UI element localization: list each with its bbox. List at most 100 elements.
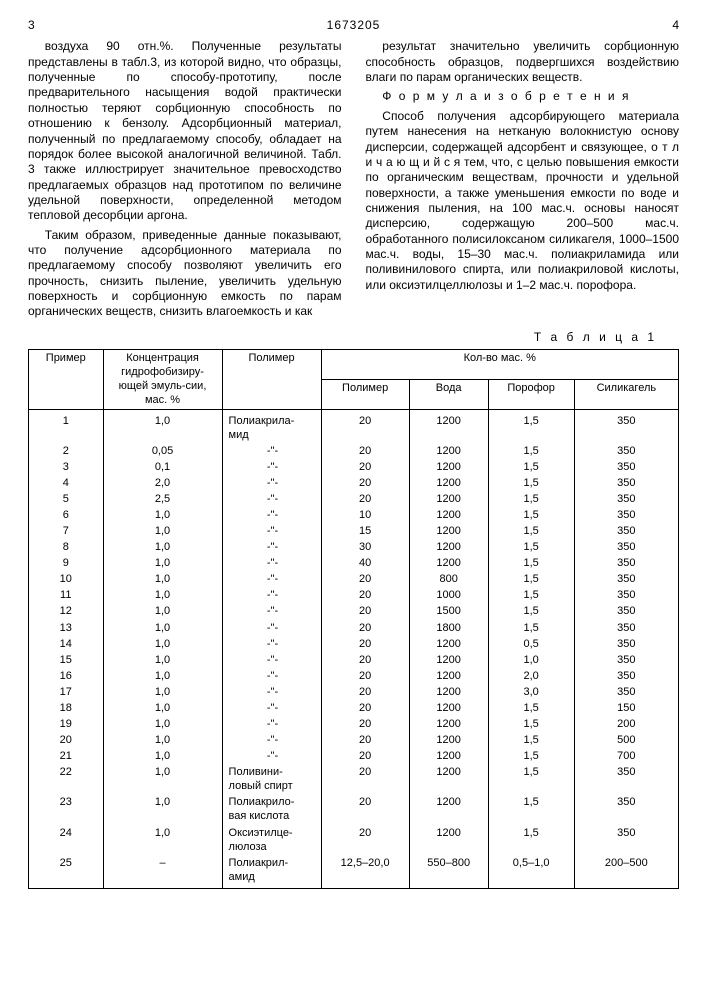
formula-title: Ф о р м у л а и з о б р е т е н и я [366,89,680,104]
cell-w: 1200 [409,732,488,748]
cell-pf: 2,0 [488,668,574,684]
cell-c: 1,0 [103,825,222,855]
cell-w: 1000 [409,587,488,603]
cell-w: 1200 [409,475,488,491]
cell-p: 20 [321,684,409,700]
cell-pf: 1,5 [488,764,574,794]
cell-s: 350 [574,684,678,700]
cell-n: 25 [29,855,104,889]
cell-pf: 1,5 [488,409,574,443]
table-row: 221,0Поливини-ловый спирт2012001,5350 [29,764,679,794]
cell-pf: 1,5 [488,587,574,603]
cell-s: 350 [574,555,678,571]
cell-w: 1200 [409,684,488,700]
table-row: 211,0-"-2012001,5700 [29,748,679,764]
cell-pf: 1,5 [488,716,574,732]
table-row: 241,0Оксиэтилце-люлоза2012001,5350 [29,825,679,855]
cell-p: 20 [321,716,409,732]
paragraph-1: воздуха 90 отн.%. Полученные результаты … [28,39,342,223]
cell-c: 1,0 [103,620,222,636]
cell-p: 20 [321,475,409,491]
cell-c: – [103,855,222,889]
table-row: 20,05-"-2012001,5350 [29,443,679,459]
cell-s: 350 [574,587,678,603]
table-row: 71,0-"-1512001,5350 [29,523,679,539]
cell-pf: 1,5 [488,475,574,491]
cell-s: 350 [574,603,678,619]
cell-p: 20 [321,794,409,824]
cell-w: 1200 [409,700,488,716]
cell-s: 350 [574,620,678,636]
cell-p: 20 [321,587,409,603]
table-row: 61,0-"-1012001,5350 [29,507,679,523]
table-row: 151,0-"-2012001,0350 [29,652,679,668]
cell-w: 1200 [409,507,488,523]
cell-c: 1,0 [103,539,222,555]
cell-n: 19 [29,716,104,732]
th-sub-silicagel: Силикагель [574,379,678,409]
table-row: 25–Полиакрил-амид12,5–20,0550–8000,5–1,0… [29,855,679,889]
cell-w: 1800 [409,620,488,636]
cell-w: 1200 [409,668,488,684]
cell-pf: 1,0 [488,652,574,668]
cell-polymer: -"- [222,523,321,539]
cell-s: 350 [574,507,678,523]
table-row: 11,0Полиакрила-мид2012001,5350 [29,409,679,443]
cell-n: 13 [29,620,104,636]
cell-c: 1,0 [103,764,222,794]
cell-polymer: -"- [222,603,321,619]
cell-polymer: -"- [222,443,321,459]
cell-w: 1200 [409,794,488,824]
table-row: 161,0-"-2012002,0350 [29,668,679,684]
cell-p: 20 [321,571,409,587]
cell-n: 21 [29,748,104,764]
cell-p: 20 [321,748,409,764]
cell-p: 20 [321,603,409,619]
cell-s: 500 [574,732,678,748]
cell-n: 2 [29,443,104,459]
cell-s: 150 [574,700,678,716]
cell-c: 2,5 [103,491,222,507]
cell-c: 2,0 [103,475,222,491]
cell-w: 1200 [409,825,488,855]
paragraph-3: результат значительно увеличить сорбцион… [366,39,680,85]
table-row: 52,5-"-2012001,5350 [29,491,679,507]
cell-w: 1200 [409,636,488,652]
table-row: 30,1-"-2012001,5350 [29,459,679,475]
cell-pf: 1,5 [488,794,574,824]
cell-pf: 1,5 [488,507,574,523]
page-header: 3 1673205 4 [28,18,679,33]
table-row: 171,0-"-2012003,0350 [29,684,679,700]
cell-w: 1200 [409,491,488,507]
cell-pf: 0,5 [488,636,574,652]
cell-p: 20 [321,620,409,636]
cell-polymer: -"- [222,748,321,764]
cell-p: 20 [321,700,409,716]
cell-pf: 1,5 [488,700,574,716]
cell-n: 8 [29,539,104,555]
cell-w: 1200 [409,443,488,459]
cell-c: 0,1 [103,459,222,475]
table-row: 101,0-"-208001,5350 [29,571,679,587]
cell-n: 12 [29,603,104,619]
cell-n: 6 [29,507,104,523]
cell-pf: 1,5 [488,825,574,855]
cell-w: 1500 [409,603,488,619]
cell-p: 20 [321,825,409,855]
cell-c: 1,0 [103,652,222,668]
body-text: воздуха 90 отн.%. Полученные результаты … [28,39,679,319]
paragraph-4: Способ получения адсорбирующего материал… [366,109,680,293]
cell-polymer: -"- [222,716,321,732]
cell-c: 1,0 [103,636,222,652]
cell-n: 3 [29,459,104,475]
cell-c: 0,05 [103,443,222,459]
cell-w: 1200 [409,764,488,794]
th-sub-porofor: Порофор [488,379,574,409]
cell-polymer: -"- [222,571,321,587]
cell-w: 1200 [409,409,488,443]
cell-c: 1,0 [103,700,222,716]
cell-s: 350 [574,668,678,684]
cell-p: 20 [321,668,409,684]
cell-polymer: -"- [222,684,321,700]
cell-polymer: -"- [222,636,321,652]
